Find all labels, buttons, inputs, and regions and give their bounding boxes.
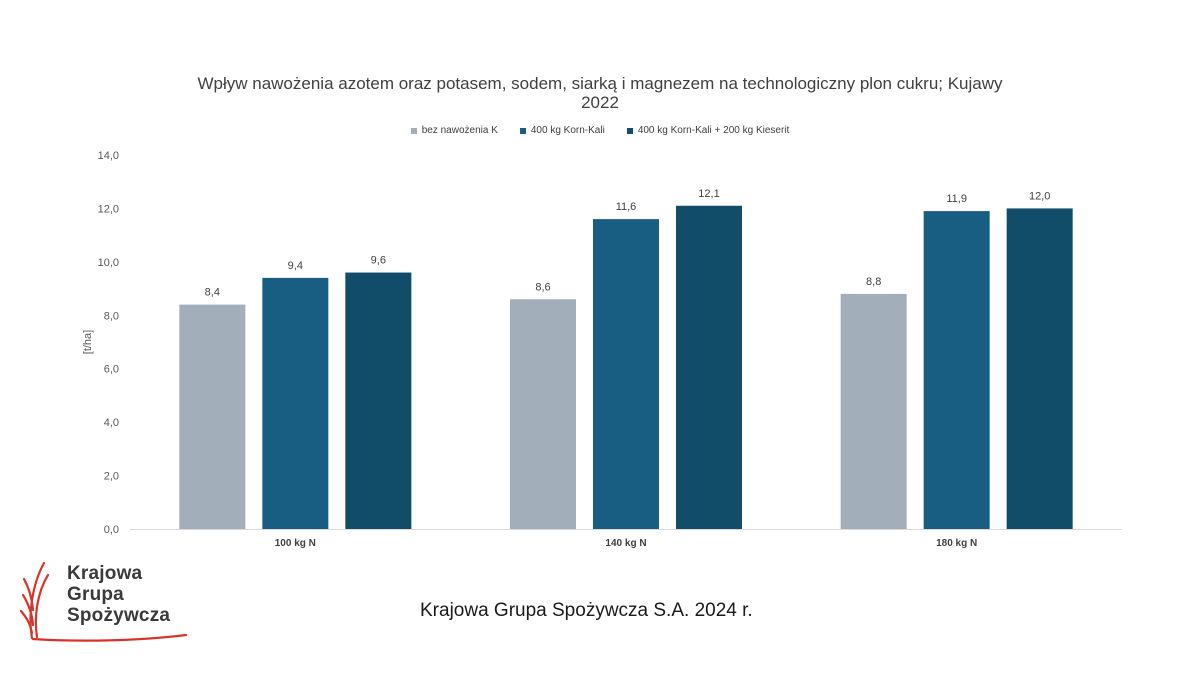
y-tick-label: 8,0: [104, 310, 119, 322]
chart-title-line-1: Wpływ nawożenia azotem oraz potasem, sod…: [197, 74, 1003, 93]
data-label: 12,1: [698, 188, 719, 200]
footer-copyright: Krajowa Grupa Spożywcza S.A. 2024 r.: [420, 600, 753, 621]
y-tick-label: 4,0: [104, 417, 119, 429]
y-tick-label: 0,0: [104, 524, 119, 536]
data-label: 9,4: [288, 260, 303, 272]
data-label: 11,9: [946, 193, 967, 205]
chart-title: Wpływ nawożenia azotem oraz potasem, sod…: [150, 74, 1050, 112]
y-tick-label: 10,0: [98, 257, 119, 269]
bar-1-1: [179, 304, 246, 529]
logo-line-2: Grupa: [67, 584, 124, 605]
legend-item-bez-nawozenia: bez nawożenia K: [410, 125, 498, 136]
chart-legend: bez nawożenia K 400 kg Korn-Kali 400 kg …: [0, 125, 1200, 136]
legend-swatch: [626, 127, 633, 134]
legend-item-korn-kali-kieserit: 400 kg Korn-Kali + 200 kg Kieserit: [626, 125, 790, 136]
data-label: 9,6: [371, 255, 386, 267]
bar-3-2: [676, 205, 742, 529]
bar-2-2: [593, 219, 659, 529]
data-label: 8,6: [535, 281, 550, 293]
logo-line-3: Spożywcza: [67, 605, 171, 626]
data-label: 8,8: [866, 276, 881, 288]
legend-swatch: [410, 127, 417, 134]
x-category-label: 100 kg N: [275, 538, 316, 549]
legend-swatch: [519, 127, 526, 134]
data-label: 12,0: [1029, 190, 1050, 202]
bar-3-3: [1006, 208, 1073, 529]
logo-line-1: Krajowa: [67, 563, 143, 584]
y-axis-title: [t/ha]: [82, 330, 94, 354]
legend-label: bez nawożenia K: [421, 125, 498, 136]
logo-wordmark: Krajowa Grupa Spożywcza: [67, 563, 170, 626]
y-tick-label: 12,0: [98, 203, 119, 215]
legend-label: 400 kg Korn-Kali: [530, 125, 605, 136]
bar-1-2: [510, 299, 576, 529]
bar-3-1: [345, 272, 412, 529]
kgs-logo: [19, 561, 188, 642]
chart-title-line-2: 2022: [581, 93, 619, 112]
y-tick-label: 6,0: [104, 364, 119, 376]
y-tick-label: 2,0: [104, 471, 119, 483]
legend-item-korn-kali: 400 kg Korn-Kali: [519, 125, 605, 136]
data-label: 11,6: [616, 201, 637, 213]
bar-1-3: [840, 293, 907, 529]
bar-2-1: [262, 277, 329, 529]
data-label: 8,4: [205, 287, 220, 299]
legend-label: 400 kg Korn-Kali + 200 kg Kieserit: [637, 125, 790, 136]
bar-2-3: [923, 211, 990, 529]
y-tick-label: 14,0: [98, 150, 119, 162]
x-category-label: 140 kg N: [605, 538, 646, 549]
x-category-label: 180 kg N: [936, 538, 977, 549]
